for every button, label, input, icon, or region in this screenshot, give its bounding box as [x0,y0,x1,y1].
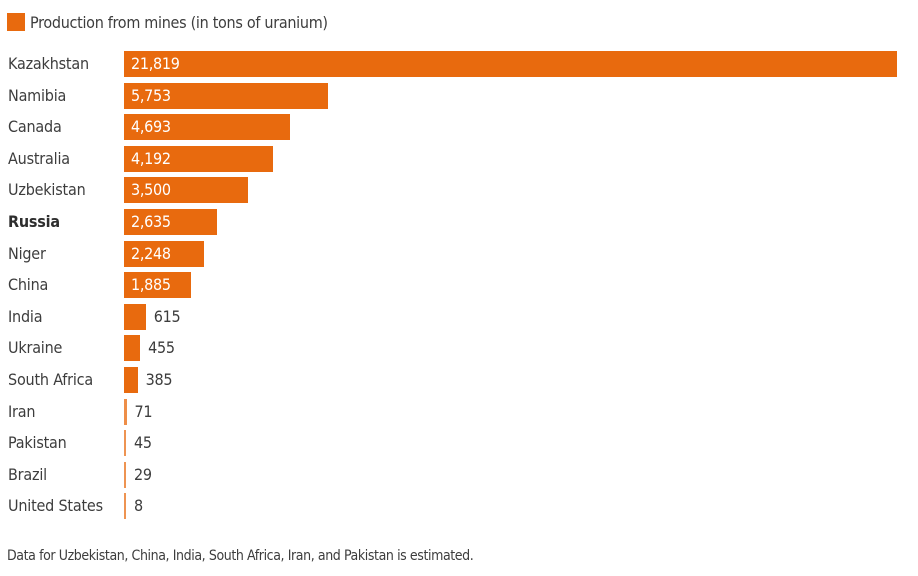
bar [124,51,897,77]
bar [124,303,146,330]
bar-row: Niger 2,248 [0,238,918,270]
chart-legend: Production from mines (in tons of uraniu… [7,11,328,33]
category-label: Pakistan [8,433,67,453]
bar [124,493,126,520]
bar [124,335,141,362]
footnote: Data for Uzbekistan, China, India, South… [7,548,474,564]
bar-row: Ukraine 455 [0,332,918,364]
bar-value-label: 4,693 [131,117,171,137]
bar-row: Brazil 29 [0,459,918,491]
bar-value-label: 3,500 [131,180,171,200]
category-label: India [8,306,43,326]
bar-value-label: 21,819 [131,54,180,73]
bar-value-label: 29 [134,464,152,484]
category-label: Russia [8,212,60,231]
category-label: Kazakhstan [8,54,89,73]
bar-value-label: 2,248 [131,243,171,263]
bar-value-label: 615 [153,306,181,326]
bar [124,367,138,393]
bar-row: Kazakhstan 21,819 [0,48,918,80]
bar-value-label: 4,192 [131,148,171,168]
bar-row: Canada 4,693 [0,111,918,143]
category-label: South Africa [8,370,93,389]
bar-value-label: 8 [134,496,143,516]
bar [124,430,126,457]
category-label: Namibia [8,85,67,105]
category-label: Canada [8,117,62,137]
category-label: Uzbekistan [8,180,86,200]
bar-value-label: 71 [134,401,153,421]
bar-row: Australia 4,192 [0,143,918,175]
bar [124,461,126,488]
category-label: China [8,275,49,295]
bar-row: Iran 71 [0,396,918,428]
bar-row: Russia 2,635 [0,206,918,238]
category-label: United States [8,496,103,516]
bar-value-label: 45 [134,433,152,453]
bar [124,272,191,299]
bar-value-label: 1,885 [131,275,171,295]
bar-row: Namibia 5,753 [0,80,918,112]
category-label: Australia [8,148,70,168]
category-label: Niger [8,243,46,263]
bar [124,177,248,204]
bar [124,209,218,235]
bar [124,240,204,267]
bar [124,398,127,425]
bar-value-label: 5,753 [131,85,171,105]
bar-row: United States 8 [0,490,918,522]
bar-row: South Africa 385 [0,364,918,396]
legend-swatch [7,13,25,31]
bar-value-label: 455 [148,338,175,358]
bar-row: India 615 [0,301,918,333]
bar [124,114,291,141]
bar [124,82,328,109]
bar-row: Pakistan 45 [0,427,918,459]
bar-value-label: 385 [145,370,173,389]
bar-row: Uzbekistan 3,500 [0,174,918,206]
bar-value-label: 2,635 [131,212,171,231]
category-label: Brazil [8,464,47,484]
bar [124,145,273,172]
legend-label: Production from mines (in tons of uraniu… [30,12,328,32]
category-label: Iran [8,401,36,421]
category-label: Ukraine [8,338,63,358]
bar-row: China 1,885 [0,269,918,301]
